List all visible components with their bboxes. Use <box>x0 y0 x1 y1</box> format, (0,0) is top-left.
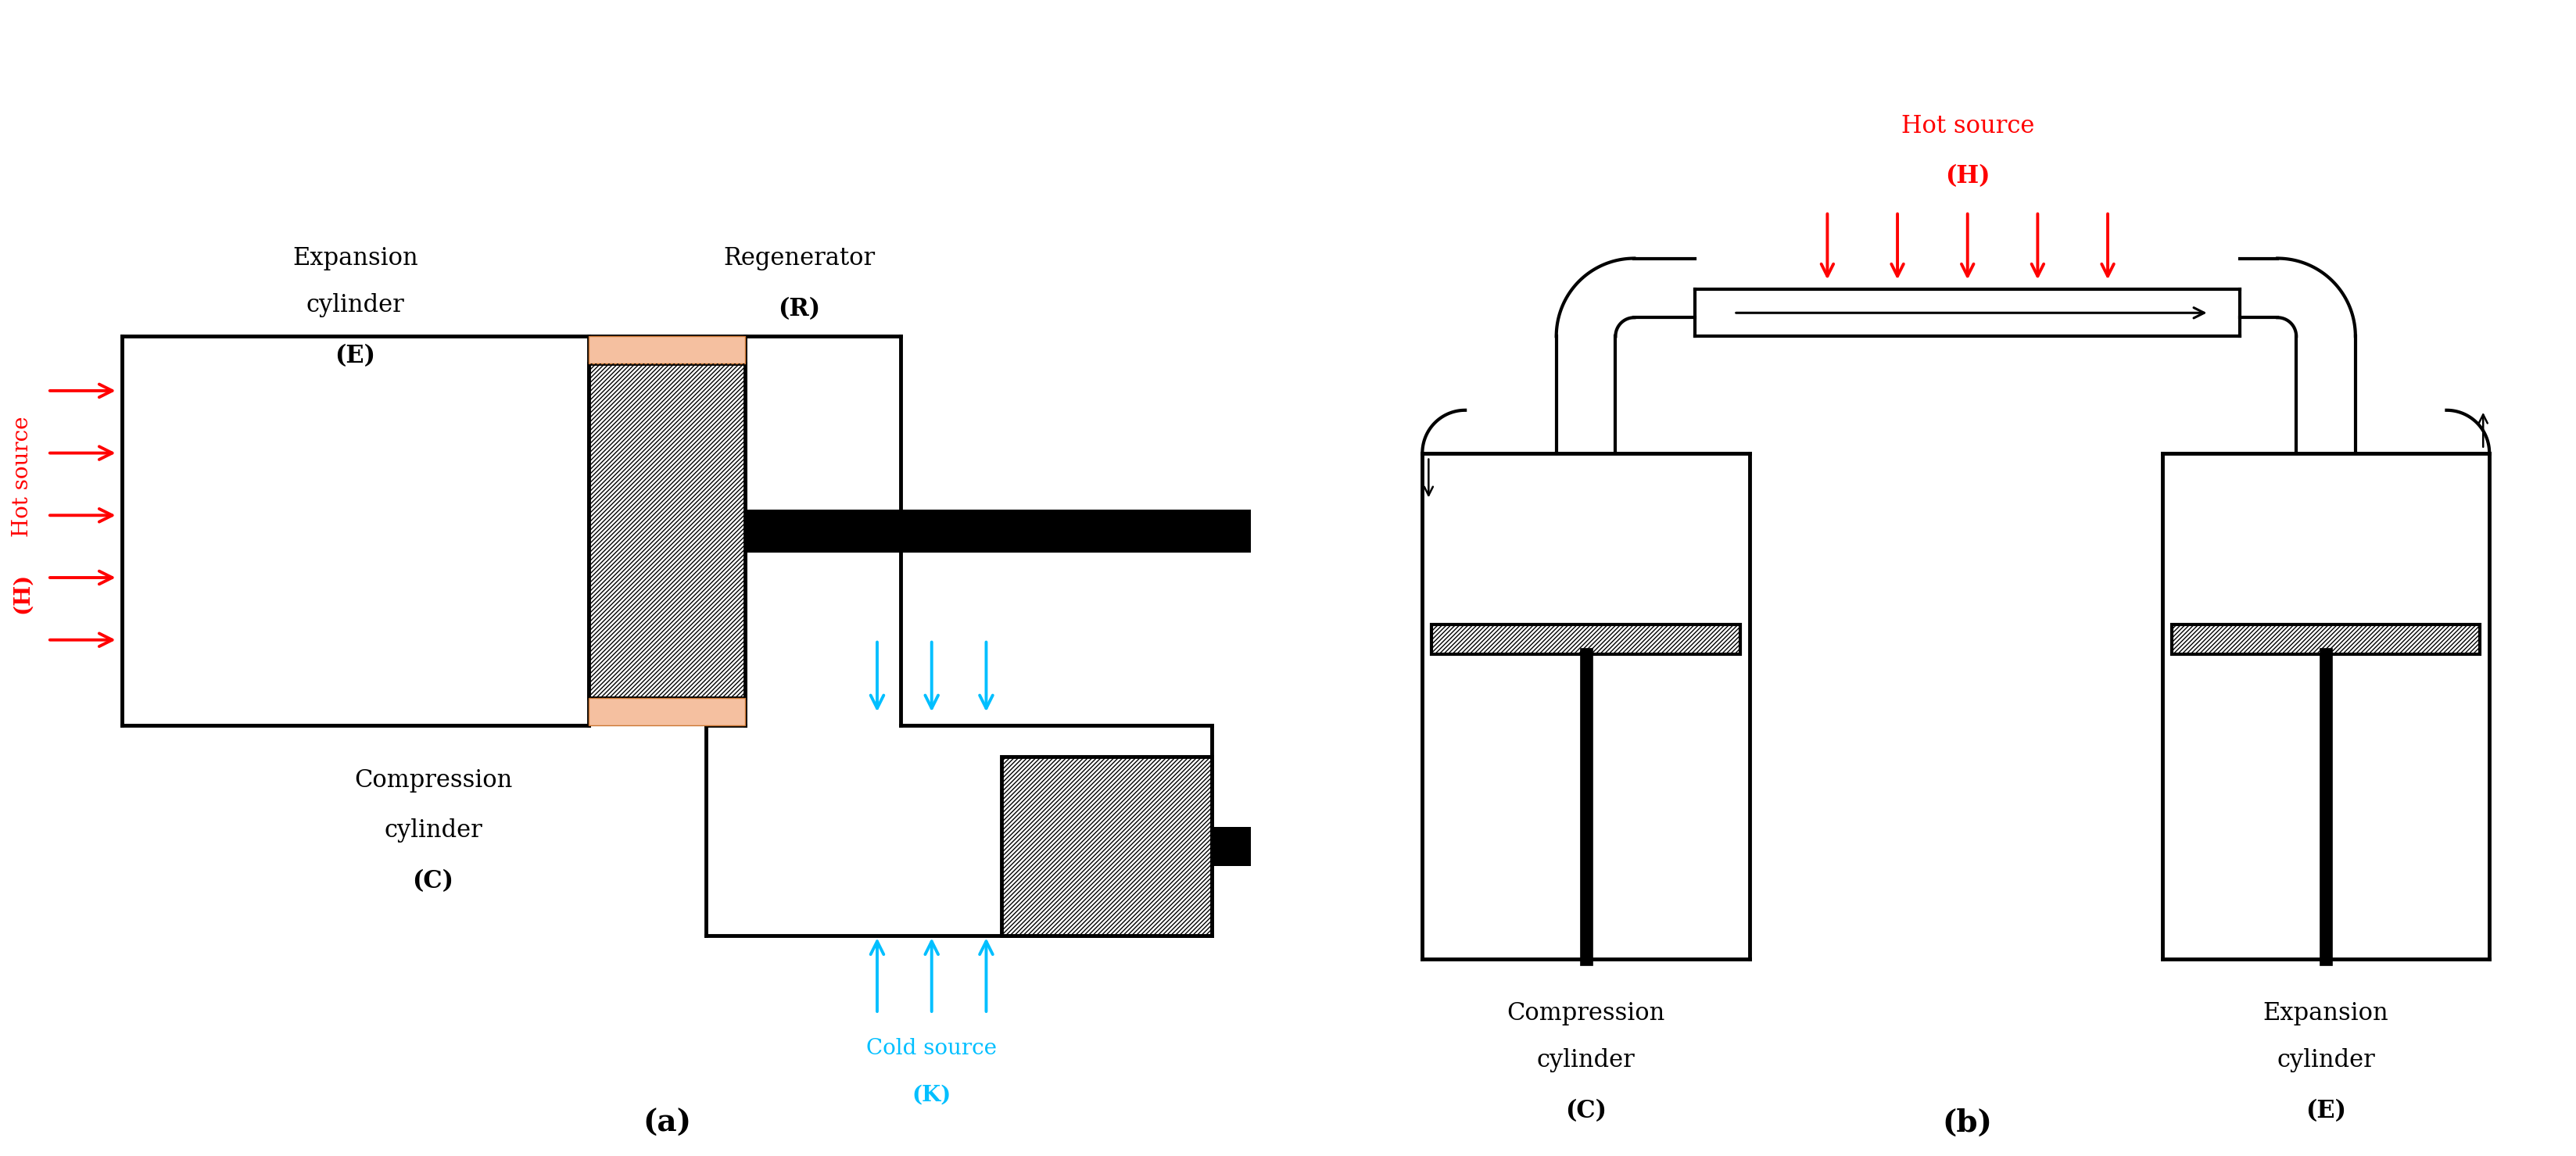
Bar <box>1002 757 1213 936</box>
Bar <box>1432 624 1741 654</box>
Text: cylinder: cylinder <box>2277 1048 2375 1073</box>
Text: (C): (C) <box>1566 1099 1607 1124</box>
Text: Expansion: Expansion <box>2262 1001 2388 1025</box>
Bar <box>590 363 744 698</box>
Text: (C): (C) <box>412 869 453 894</box>
Text: Regenerator: Regenerator <box>724 246 876 271</box>
Bar <box>590 336 744 363</box>
Bar <box>2172 624 2481 654</box>
Text: cylinder: cylinder <box>384 818 482 843</box>
Bar <box>744 510 1252 553</box>
Text: (R): (R) <box>778 297 819 321</box>
Text: (b): (b) <box>1942 1107 1994 1138</box>
Text: cylinder: cylinder <box>1538 1048 1636 1073</box>
Text: (K): (K) <box>912 1084 951 1106</box>
Text: (a): (a) <box>641 1107 690 1138</box>
Text: (H): (H) <box>1945 164 1991 188</box>
Bar <box>2172 624 2481 654</box>
Bar <box>590 698 744 726</box>
Bar <box>1432 624 1741 654</box>
Text: (E): (E) <box>335 343 376 368</box>
Text: Hot source: Hot source <box>1901 113 2035 138</box>
Text: (H): (H) <box>10 572 33 614</box>
Text: Expansion: Expansion <box>294 246 417 271</box>
Text: (E): (E) <box>2306 1099 2347 1124</box>
Text: cylinder: cylinder <box>307 292 404 317</box>
Bar <box>1213 827 1252 866</box>
Bar <box>1002 757 1213 936</box>
Text: Cold source: Cold source <box>866 1038 997 1059</box>
Text: Compression: Compression <box>353 768 513 792</box>
Text: Hot source: Hot source <box>10 416 33 536</box>
Text: Compression: Compression <box>1507 1001 1664 1025</box>
Bar <box>590 363 744 698</box>
